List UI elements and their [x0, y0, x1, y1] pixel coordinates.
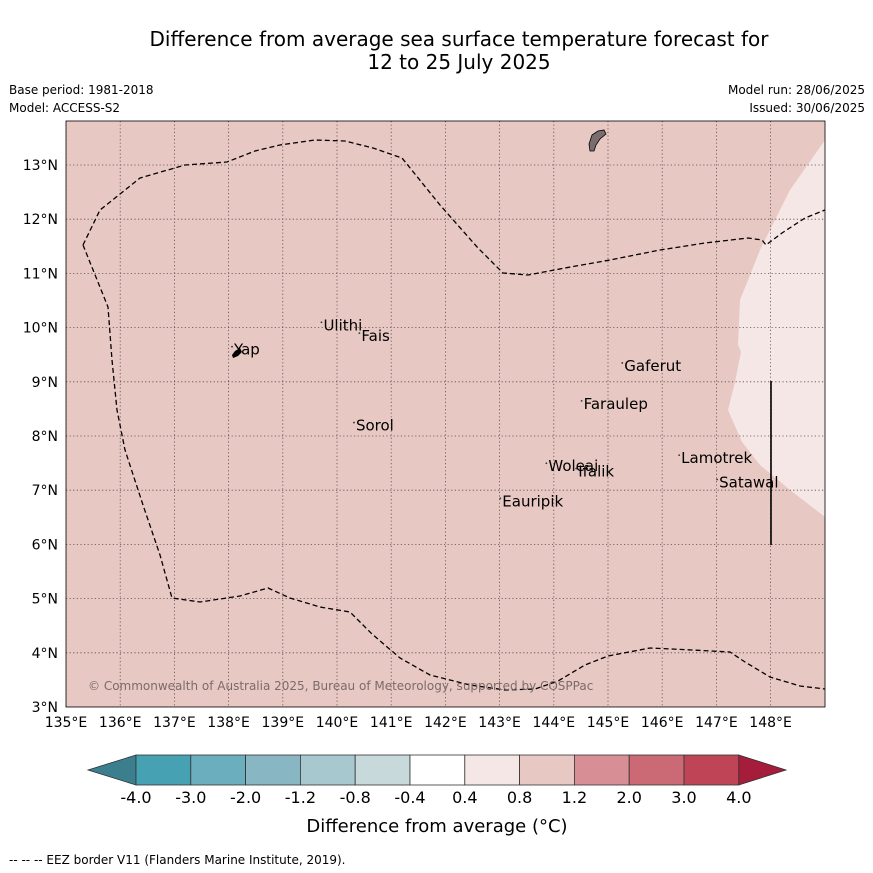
place-label: Woleai	[548, 457, 598, 475]
issued-text: Issued: 30/06/2025	[749, 101, 865, 115]
longitude-label: 135°E	[45, 715, 88, 731]
colorbar-extend-high	[738, 754, 788, 786]
colorbar-segment	[574, 754, 630, 786]
place-marker	[575, 467, 578, 470]
place-label: Eauripik	[502, 492, 563, 510]
place-label: Yap	[233, 341, 260, 359]
place-label: Fais	[361, 327, 390, 345]
colorbar-extend-low	[86, 754, 137, 786]
latitude-label: 6°N	[32, 537, 58, 553]
colorbar-tick-label: -2.0	[230, 788, 261, 807]
map-area: © Commonwealth of Australia 2025, Bureau…	[66, 121, 825, 707]
colorbar-tick-label: -1.2	[285, 788, 316, 807]
longitude-label: 147°E	[695, 715, 738, 731]
latitude-label: 7°N	[32, 483, 58, 499]
model-text: Model: ACCESS-S2	[9, 101, 121, 115]
longitude-label: 141°E	[370, 715, 413, 731]
colorbar-tick-label: -0.8	[340, 788, 371, 807]
longitude-label: 137°E	[153, 715, 196, 731]
colorbar-tick-label: 3.0	[671, 788, 696, 807]
place-marker	[231, 345, 233, 348]
latitude-label: 11°N	[23, 266, 58, 282]
eez-border	[82, 139, 825, 691]
longitude-labels: 135°E 136°E 137°E 138°E 139°E 140°E 141°E 142°E…	[45, 715, 792, 731]
place-marker	[320, 321, 323, 324]
colorbar-tick-label: -0.4	[394, 788, 425, 807]
anomaly-fill-east	[728, 140, 825, 517]
longitude-label: 144°E	[533, 715, 576, 731]
base-period-text: Base period: 1981-2018	[9, 83, 154, 97]
colorbar-segment	[519, 754, 575, 786]
longitude-label: 148°E	[749, 715, 792, 731]
place-marker	[353, 421, 355, 424]
guam-land	[588, 129, 607, 152]
colorbar-segment	[464, 754, 520, 786]
title-line-1: Difference from average sea surface temp…	[149, 27, 769, 51]
colorbar-segment	[683, 754, 740, 786]
place-label: Sorol	[356, 417, 394, 435]
colorbar-tick-label: -3.0	[175, 788, 206, 807]
latitude-label: 3°N	[32, 700, 58, 716]
footnote: -- -- -- EEZ border V11 (Flanders Marine…	[9, 853, 346, 867]
longitude-label: 139°E	[262, 715, 305, 731]
longitude-label: 145°E	[587, 715, 630, 731]
place-label: Gaferut	[624, 357, 681, 375]
map-frame	[65, 120, 826, 708]
colorbar-segment	[135, 754, 192, 786]
colorbar-tick-label: 4.0	[726, 788, 751, 807]
colorbar-segment	[190, 754, 247, 786]
latitude-label: 13°N	[23, 158, 58, 174]
colorbar: -4.0 -3.0 -2.0 -1.2 -0.8 -0.4 0.4 0.8 1.2 2.0 3.0 4…	[86, 754, 788, 807]
colorbar-tick-label: 2.0	[616, 788, 641, 807]
colorbar-segment	[354, 754, 411, 786]
longitude-label: 143°E	[478, 715, 521, 731]
anomaly-fill-base	[66, 121, 825, 707]
latitude-label: 8°N	[32, 429, 58, 445]
meta-right: Model run: 28/06/2025 Issued: 30/06/2025	[728, 81, 865, 117]
place-marker	[678, 454, 681, 456]
place-marker	[358, 332, 361, 335]
yap-land	[232, 348, 242, 358]
meta-left: Base period: 1981-2018 Model: ACCESS-S2	[9, 81, 154, 117]
latitude-labels: 3°N 4°N 5°N 6°N 7°N 8°N 9°N 10°N 11°N 12°N 13°N	[23, 158, 58, 716]
place-marker	[545, 462, 548, 465]
place-marker	[580, 400, 583, 402]
longitude-label: 140°E	[316, 715, 359, 731]
colorbar-segment	[628, 754, 685, 786]
latitude-label: 5°N	[32, 592, 58, 608]
longitude-label: 136°E	[99, 715, 142, 731]
longitude-label: 146°E	[641, 715, 684, 731]
colorbar-label: Difference from average (°C)	[306, 816, 567, 837]
model-run-text: Model run: 28/06/2025	[727, 83, 865, 97]
place-label: Lamotrek	[681, 449, 752, 467]
latitude-label: 10°N	[23, 321, 58, 337]
chart-title: Difference from average sea surface temp…	[0, 28, 873, 74]
colorbar-tick-label: -4.0	[120, 788, 151, 807]
latitude-label: 9°N	[32, 375, 58, 391]
graticule	[66, 121, 825, 707]
place-marker	[621, 362, 624, 364]
colorbar-segment	[299, 754, 356, 786]
colorbar-segment	[409, 754, 466, 786]
longitude-label: 138°E	[207, 715, 250, 731]
colorbar-tick-label: 1.2	[562, 788, 587, 807]
place-label: Ifalik	[578, 463, 614, 481]
place-label: Satawal	[719, 473, 778, 491]
latitude-label: 4°N	[32, 646, 58, 662]
map-credit: © Commonwealth of Australia 2025, Bureau…	[88, 679, 593, 693]
title-line-2: 12 to 25 July 2025	[367, 50, 551, 74]
latitude-label: 12°N	[23, 212, 58, 228]
place-marker	[716, 478, 719, 481]
colorbar-tick-label: 0.8	[507, 788, 532, 807]
place-marker	[499, 497, 502, 500]
colorbar-tick-label: 0.4	[452, 788, 477, 807]
longitude-label: 142°E	[424, 715, 467, 731]
place-label: Ulithi	[323, 316, 362, 334]
colorbar-segment	[245, 754, 301, 786]
place-label: Faraulep	[584, 395, 648, 413]
